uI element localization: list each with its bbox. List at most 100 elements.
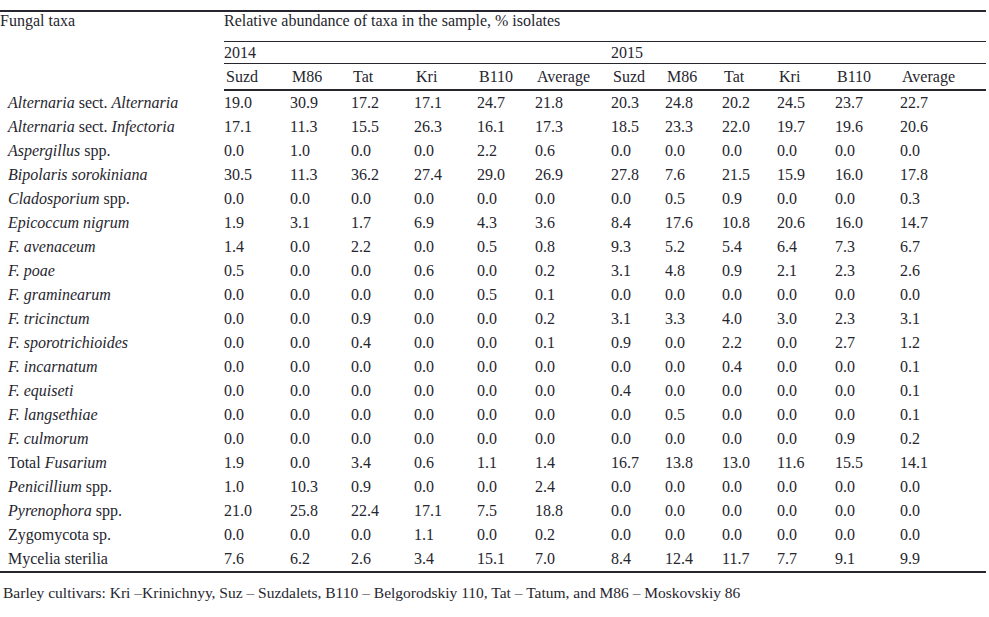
cell-value: 25.8 — [290, 499, 351, 523]
cell-value: 0.1 — [900, 355, 986, 379]
cell-value: 0.0 — [290, 451, 351, 475]
taxa-name-part: Epicoccum nigrum — [8, 214, 129, 231]
span-header-row: Fungal taxa Relative abundance of taxa i… — [0, 11, 986, 42]
cell-value: 0.0 — [414, 307, 477, 331]
table-row: F. culmorum0.00.00.00.00.00.00.00.00.00.… — [0, 427, 986, 451]
cell-value: 0.0 — [665, 475, 722, 499]
cell-value: 0.0 — [351, 403, 414, 427]
cell-value: 0.0 — [777, 427, 835, 451]
cell-value: 15.5 — [351, 115, 414, 139]
cell-value: 21.8 — [535, 90, 611, 115]
table-row: Cladosporium spp.0.00.00.00.00.00.00.00.… — [0, 187, 986, 211]
taxa-name-part: F. graminearum — [8, 286, 111, 303]
cell-value: 26.3 — [414, 115, 477, 139]
cell-value: 0.0 — [777, 475, 835, 499]
column-header: Average — [535, 64, 611, 91]
year-header-2014: 2014 — [224, 42, 611, 64]
cell-value: 0.0 — [611, 427, 665, 451]
taxa-name: Alternaria sect. Alternaria — [0, 90, 224, 115]
cell-value: 0.0 — [351, 187, 414, 211]
column-header: Suzd — [611, 64, 665, 91]
cell-value: 0.0 — [900, 523, 986, 547]
cell-value: 1.9 — [224, 451, 290, 475]
taxa-name-part: spp. — [92, 502, 122, 519]
cell-value: 0.0 — [777, 187, 835, 211]
cell-value: 0.0 — [722, 499, 777, 523]
table-row: F. equiseti0.00.00.00.00.00.00.40.00.00.… — [0, 379, 986, 403]
cell-value: 19.0 — [224, 90, 290, 115]
taxa-name-part: Zygomycota sp. — [8, 526, 111, 543]
cell-value: 13.0 — [722, 451, 777, 475]
cell-value: 4.0 — [722, 307, 777, 331]
cell-value: 6.4 — [777, 235, 835, 259]
taxa-name-part: spp. — [82, 478, 112, 495]
cell-value: 0.0 — [224, 427, 290, 451]
taxa-name-part: Alternaria — [8, 94, 75, 111]
taxa-name: F. poae — [0, 259, 224, 283]
taxa-name: F. avenaceum — [0, 235, 224, 259]
cell-value: 23.3 — [665, 115, 722, 139]
cell-value: 0.0 — [414, 355, 477, 379]
cell-value: 0.0 — [224, 523, 290, 547]
cell-value: 24.7 — [477, 90, 535, 115]
taxa-name: F. langsethiae — [0, 403, 224, 427]
cell-value: 0.2 — [535, 523, 611, 547]
cell-value: 0.0 — [835, 403, 900, 427]
cell-value: 1.4 — [535, 451, 611, 475]
cell-value: 17.3 — [535, 115, 611, 139]
cell-value: 9.9 — [900, 547, 986, 572]
cell-value: 27.4 — [414, 163, 477, 187]
table-row: Pyrenophora spp.21.025.822.417.17.518.80… — [0, 499, 986, 523]
taxa-name-part: sect. — [75, 94, 112, 111]
cell-value: 0.0 — [611, 355, 665, 379]
taxa-name-part: F. sporotrichioides — [8, 334, 128, 351]
cell-value: 2.7 — [835, 331, 900, 355]
cell-value: 9.3 — [611, 235, 665, 259]
taxa-name: Cladosporium spp. — [0, 187, 224, 211]
cell-value: 3.1 — [611, 307, 665, 331]
cell-value: 0.0 — [611, 523, 665, 547]
cell-value: 1.1 — [477, 451, 535, 475]
cell-value: 2.4 — [535, 475, 611, 499]
cell-value: 0.0 — [665, 139, 722, 163]
taxa-name: Pyrenophora spp. — [0, 499, 224, 523]
cell-value: 6.7 — [900, 235, 986, 259]
cell-value: 0.5 — [665, 403, 722, 427]
taxa-name-part: Penicillium — [8, 478, 82, 495]
cell-value: 0.0 — [535, 379, 611, 403]
cell-value: 20.6 — [900, 115, 986, 139]
cell-value: 0.0 — [535, 355, 611, 379]
cell-value: 10.8 — [722, 211, 777, 235]
cell-value: 36.2 — [351, 163, 414, 187]
cell-value: 23.7 — [835, 90, 900, 115]
cell-value: 2.6 — [351, 547, 414, 572]
cell-value: 0.0 — [414, 475, 477, 499]
taxa-name: Zygomycota sp. — [0, 523, 224, 547]
cell-value: 30.5 — [224, 163, 290, 187]
cell-value: 0.0 — [351, 259, 414, 283]
cell-value: 0.0 — [722, 523, 777, 547]
cell-value: 0.9 — [351, 307, 414, 331]
taxa-name-part: Total — [8, 454, 45, 471]
cell-value: 0.9 — [835, 427, 900, 451]
cell-value: 0.0 — [777, 523, 835, 547]
cell-value: 0.0 — [224, 331, 290, 355]
cell-value: 2.2 — [351, 235, 414, 259]
cell-value: 20.2 — [722, 90, 777, 115]
cell-value: 0.1 — [900, 403, 986, 427]
taxa-name-part: spp. — [100, 190, 130, 207]
cell-value: 16.1 — [477, 115, 535, 139]
cell-value: 0.1 — [535, 283, 611, 307]
cell-value: 0.0 — [777, 379, 835, 403]
taxa-name-part: F. culmorum — [8, 430, 89, 447]
cell-value: 0.0 — [351, 427, 414, 451]
column-header: B110 — [477, 64, 535, 91]
table-row: F. tricinctum0.00.00.90.00.00.23.13.34.0… — [0, 307, 986, 331]
cell-value: 0.0 — [611, 187, 665, 211]
table-row: Alternaria sect. Infectoria17.111.315.52… — [0, 115, 986, 139]
cell-value: 0.9 — [722, 187, 777, 211]
table-row: F. poae0.50.00.00.60.00.23.14.80.92.12.3… — [0, 259, 986, 283]
cell-value: 0.4 — [722, 355, 777, 379]
fungal-taxa-table: Fungal taxa Relative abundance of taxa i… — [0, 10, 986, 573]
cell-value: 0.0 — [351, 283, 414, 307]
